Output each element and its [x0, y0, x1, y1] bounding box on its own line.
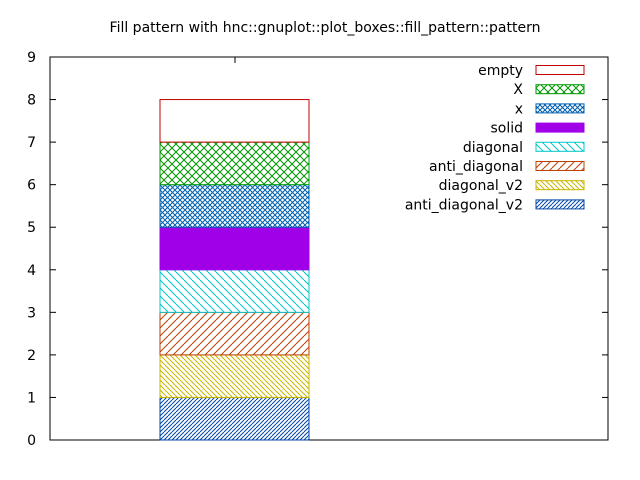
legend-item-diagonal-v2: diagonal_v2 [439, 178, 585, 194]
legend: empty Xx solid diagonal anti_diagonaldiagona… [405, 63, 585, 213]
y-tick-label: 9 [27, 50, 36, 66]
legend-label: x [515, 101, 523, 117]
bar-segment-empty [159, 99, 310, 143]
y-tick-label: 7 [27, 135, 36, 151]
y-axis: 0 1 2 3 4 5 6 7 8 9 [27, 50, 608, 449]
y-tick-label: 2 [27, 348, 36, 364]
legend-item-anti-diagonal: anti_diagonal [429, 159, 585, 175]
y-tick-label: 4 [27, 263, 36, 279]
legend-item-diagonal: diagonal [463, 140, 585, 156]
y-tick-label: 1 [27, 390, 36, 406]
chart-title: Fill pattern with hnc::gnuplot::plot_box… [110, 20, 541, 36]
legend-swatch [535, 199, 585, 210]
y-tick-label: 8 [27, 93, 36, 109]
legend-swatch [535, 141, 585, 152]
bar-segment-diagonal [159, 269, 310, 313]
legend-label: empty [478, 63, 523, 79]
bar-segment-x [159, 184, 310, 228]
legend-swatch [535, 65, 585, 75]
legend-label: solid [490, 121, 523, 137]
legend-item-empty: empty [478, 63, 585, 79]
legend-item-solid: solid [490, 121, 585, 137]
legend-swatch [535, 122, 585, 133]
bar-segment-anti-diagonal-v2 [159, 396, 310, 441]
y-tick-label: 6 [27, 178, 36, 194]
legend-label: diagonal_v2 [439, 178, 523, 194]
legend-item-x: x [515, 101, 585, 117]
plot-area [49, 56, 609, 441]
bar-segment-x-upper [159, 141, 310, 186]
y-tick-label: 0 [27, 433, 36, 449]
legend-swatch [535, 180, 585, 191]
legend-item-x-upper: X [513, 82, 585, 98]
legend-swatch [535, 84, 585, 95]
legend-label: anti_diagonal [429, 159, 523, 175]
y-tick-label: 3 [27, 305, 36, 321]
legend-label: diagonal [463, 140, 523, 156]
legend-label: anti_diagonal_v2 [405, 197, 523, 213]
legend-swatch [535, 161, 585, 171]
legend-label: X [513, 82, 523, 98]
legend-item-anti-diagonal-v2: anti_diagonal_v2 [405, 197, 585, 213]
y-tick-label: 5 [27, 220, 36, 236]
bar-segment-diagonal-v2 [159, 354, 310, 398]
bar-segment-solid [159, 226, 310, 271]
stacked-bar [159, 99, 310, 441]
bar-segment-anti-diagonal [159, 311, 310, 356]
legend-swatch [535, 103, 585, 114]
plot-frame [49, 56, 609, 441]
